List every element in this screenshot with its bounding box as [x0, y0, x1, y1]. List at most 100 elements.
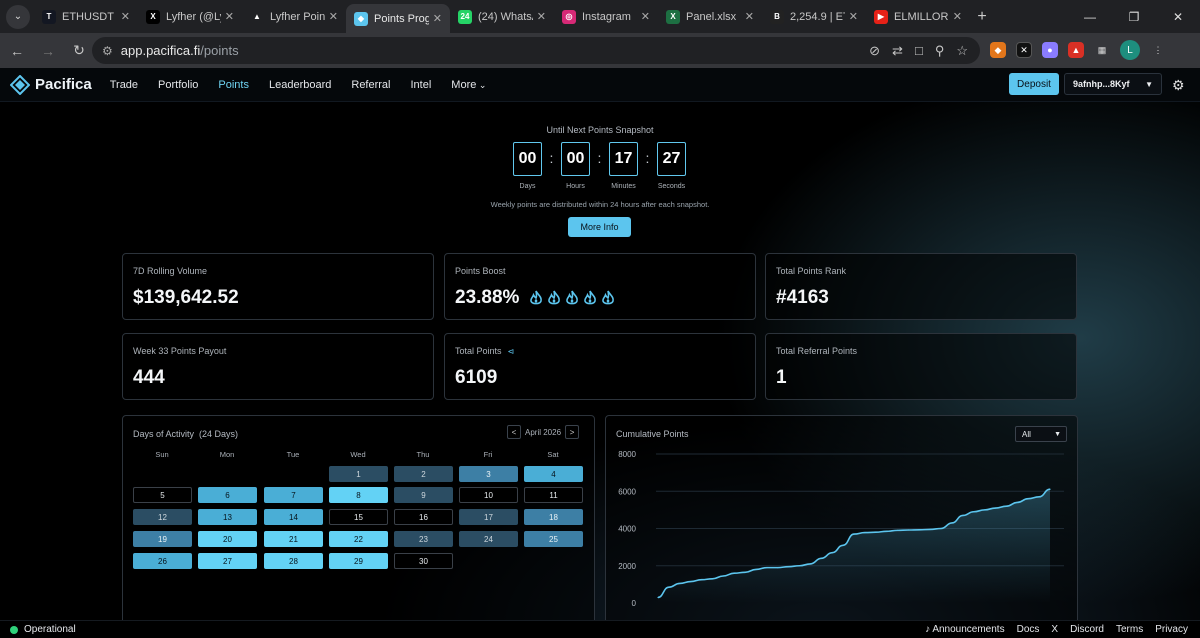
- site-info-icon[interactable]: ⚙: [102, 43, 113, 58]
- footer-link-announcements[interactable]: ♪ Announcements: [925, 624, 1005, 635]
- calendar-day[interactable]: 13: [198, 509, 257, 525]
- calendar-day[interactable]: 9: [394, 487, 453, 503]
- nav-portfolio[interactable]: Portfolio: [158, 78, 199, 91]
- share-icon[interactable]: ⊲: [507, 346, 515, 356]
- footer-link-privacy[interactable]: Privacy: [1155, 624, 1188, 635]
- browser-tab[interactable]: T ETHUSDT 2,2✕: [34, 0, 138, 33]
- gear-icon[interactable]: ⚙: [1172, 77, 1185, 93]
- calendar-day[interactable]: 10: [459, 487, 518, 503]
- back-icon[interactable]: ←: [10, 42, 24, 59]
- deposit-button[interactable]: Deposit: [1009, 73, 1059, 95]
- calendar-day[interactable]: 23: [394, 531, 453, 547]
- url-path: /points: [200, 43, 239, 58]
- nav-points[interactable]: Points: [218, 78, 249, 91]
- forward-icon[interactable]: →: [41, 42, 55, 59]
- footer-link-x[interactable]: X: [1051, 624, 1058, 635]
- metamask-extension-icon[interactable]: ◆: [990, 42, 1006, 58]
- new-tab-button[interactable]: +: [977, 7, 987, 25]
- red-extension-icon[interactable]: ▲: [1068, 42, 1084, 58]
- calendar-day[interactable]: 1: [329, 466, 388, 482]
- data-point: [1038, 496, 1040, 498]
- browser-tab[interactable]: ▲ Lyfher Points✕: [242, 0, 346, 33]
- calendar-day[interactable]: 16: [394, 509, 453, 525]
- zoom-icon[interactable]: ⚲: [934, 42, 945, 58]
- browser-tab[interactable]: 24 (24) WhatsAp✕: [450, 0, 554, 33]
- calendar-day[interactable]: 22: [329, 531, 388, 547]
- calendar-day[interactable]: 2: [394, 466, 453, 482]
- close-window-icon[interactable]: ✕: [1172, 9, 1184, 24]
- extensions-puzzle-icon[interactable]: ▦: [1097, 44, 1107, 55]
- tab-close-icon[interactable]: ✕: [224, 11, 234, 23]
- calendar-day[interactable]: 11: [524, 487, 583, 503]
- calendar-day[interactable]: 3: [459, 466, 518, 482]
- wallet-extension-icon[interactable]: ✕: [1016, 42, 1032, 58]
- footer-link-terms[interactable]: Terms: [1116, 624, 1143, 635]
- calendar-day[interactable]: 29: [329, 553, 388, 569]
- tab-close-icon[interactable]: ✕: [848, 11, 858, 23]
- prev-month-button[interactable]: <: [507, 425, 521, 439]
- calendar-day[interactable]: 24: [459, 531, 518, 547]
- calendar-day[interactable]: 15: [329, 509, 388, 525]
- tab-close-icon[interactable]: ✕: [432, 13, 442, 25]
- data-point: [722, 575, 724, 577]
- footer-link-discord[interactable]: Discord: [1070, 624, 1104, 635]
- browser-tab[interactable]: ▶ ELMILLOR EN✕: [866, 0, 970, 33]
- nav-intel[interactable]: Intel: [410, 78, 432, 91]
- tab-search-button[interactable]: ⌄: [6, 4, 30, 29]
- calendar-day[interactable]: 8: [329, 487, 388, 503]
- calendar-day[interactable]: 18: [524, 509, 583, 525]
- nav-referral[interactable]: Referral: [351, 78, 391, 91]
- phantom-extension-icon[interactable]: ●: [1042, 42, 1058, 58]
- calendar-day[interactable]: 26: [133, 553, 192, 569]
- weekly-note: Weekly points are distributed within 24 …: [490, 200, 710, 209]
- browser-tab[interactable]: X Lyfher (@Lyfh✕: [138, 0, 242, 33]
- tab-close-icon[interactable]: ✕: [120, 11, 130, 23]
- translate-icon[interactable]: ⇄: [892, 42, 903, 58]
- eye-off-icon[interactable]: ⊘: [869, 42, 881, 58]
- bookmark-star-icon[interactable]: ☆: [956, 42, 968, 58]
- tab-close-icon[interactable]: ✕: [744, 11, 754, 23]
- browser-tab[interactable]: X Panel.xlsx ✕: [658, 0, 762, 33]
- calendar-day[interactable]: 20: [198, 531, 257, 547]
- tab-close-icon[interactable]: ✕: [952, 11, 962, 23]
- nav-trade[interactable]: Trade: [109, 78, 139, 91]
- wallet-dropdown[interactable]: 9afnhp...8Kyf ▼: [1064, 73, 1162, 95]
- flame-icon: [566, 290, 579, 305]
- nav-leaderboard[interactable]: Leaderboard: [268, 78, 332, 91]
- restore-icon[interactable]: ❐: [1128, 9, 1140, 24]
- cast-icon[interactable]: □: [914, 43, 923, 58]
- footer-link-docs[interactable]: Docs: [1017, 624, 1040, 635]
- calendar-day[interactable]: 12: [133, 509, 192, 525]
- calendar-day[interactable]: 17: [459, 509, 518, 525]
- tab-close-icon[interactable]: ✕: [536, 11, 546, 23]
- minimize-icon[interactable]: —: [1084, 9, 1096, 24]
- calendar-day[interactable]: 14: [264, 509, 323, 525]
- countdown-value: 00: [561, 142, 590, 176]
- reload-icon[interactable]: ↻: [73, 42, 85, 58]
- browser-tab[interactable]: ◎ Instagram ✕: [554, 0, 658, 33]
- browser-tab[interactable]: ◆ Points Progra✕: [346, 4, 450, 33]
- browser-tab[interactable]: B 2,254.9 | ETH✕: [762, 0, 866, 33]
- url-field[interactable]: ⚙ app.pacifica.fi/points ⊘ ⇄ □ ⚲ ☆: [92, 37, 980, 64]
- pacifica-logo[interactable]: Pacifica: [10, 74, 92, 95]
- y-tick-label: 6000: [618, 487, 636, 496]
- next-month-button[interactable]: >: [565, 425, 580, 439]
- calendar-day[interactable]: 6: [198, 487, 257, 503]
- points-page: Pacifica Trade Portfolio Points Leaderboard…: [0, 68, 1200, 620]
- range-select[interactable]: All ▼: [1015, 426, 1067, 442]
- tab-close-icon[interactable]: ✕: [328, 11, 338, 23]
- calendar-day[interactable]: 25: [524, 531, 583, 547]
- calendar-day[interactable]: 7: [264, 487, 323, 503]
- tab-close-icon[interactable]: ✕: [640, 11, 650, 23]
- calendar-day[interactable]: 27: [198, 553, 257, 569]
- calendar-day[interactable]: 30: [394, 553, 453, 569]
- calendar-day[interactable]: 4: [524, 466, 583, 482]
- calendar-day[interactable]: 21: [264, 531, 323, 547]
- calendar-day[interactable]: 19: [133, 531, 192, 547]
- nav-more[interactable]: More ⌄: [451, 78, 487, 91]
- profile-avatar[interactable]: L: [1120, 40, 1140, 60]
- browser-menu-icon[interactable]: ⋮: [1153, 44, 1163, 55]
- calendar-day[interactable]: 5: [133, 487, 192, 503]
- more-info-button[interactable]: More Info: [568, 217, 631, 237]
- calendar-day[interactable]: 28: [264, 553, 323, 569]
